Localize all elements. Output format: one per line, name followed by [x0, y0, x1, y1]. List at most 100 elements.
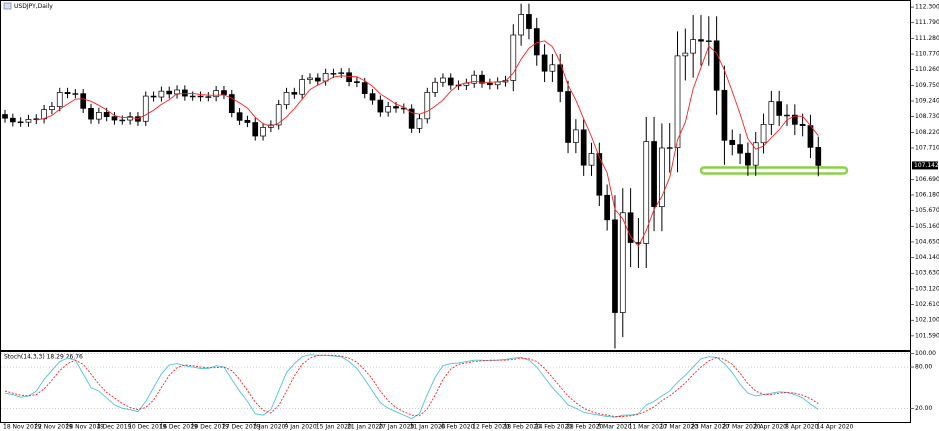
x-tick-label: 27 Dec 2019	[222, 424, 261, 431]
x-tick-label: 28 Nov 2019	[66, 424, 105, 431]
x-tick-label: 10 Dec 2019	[128, 424, 167, 431]
candle-body	[189, 95, 196, 98]
candle-body	[72, 93, 79, 95]
candle-body	[791, 114, 798, 125]
candle-body	[486, 82, 493, 86]
x-tick-label: 8 Apr 2020	[785, 424, 818, 431]
x-tick-label: 5 Mar 2020	[597, 424, 631, 431]
candle-body	[619, 212, 626, 313]
candle-body	[784, 114, 790, 117]
candle-body	[533, 28, 540, 56]
y-tick-label: 106.180	[915, 191, 939, 198]
x-tick-label: 6 Feb 2020	[441, 424, 475, 431]
candle-body	[80, 93, 87, 109]
x-tick-label: 17 Mar 2020	[660, 424, 698, 431]
candle-body	[682, 52, 689, 57]
stoch-line	[4, 354, 819, 420]
y-tick-label: 106.690	[915, 176, 939, 183]
candle-body	[768, 101, 775, 125]
y-tick-label: 110.770	[915, 51, 939, 58]
y-tick-label: 102.100	[915, 317, 939, 324]
candle-body	[95, 112, 102, 120]
candle-body	[494, 81, 501, 86]
candle-body	[580, 129, 587, 166]
x-tick-label: 20 Dec 2019	[191, 424, 230, 431]
candle-body	[518, 14, 524, 36]
x-tick-label: 15 Jan 2020	[316, 424, 352, 431]
candle-body	[776, 101, 783, 116]
chart-title: USDJPY,Daily	[14, 3, 53, 10]
candle-body	[596, 153, 603, 196]
candle-body	[737, 144, 743, 154]
x-tick-label: 31 Jan 2020	[410, 424, 446, 431]
candle-body	[111, 116, 118, 121]
candle-body	[549, 64, 556, 72]
candle-body	[666, 147, 673, 149]
y-tick-label: 105.670	[915, 207, 939, 214]
candle-body	[244, 120, 251, 123]
y-tick-label: 101.590	[915, 332, 939, 339]
candle-body	[424, 92, 431, 120]
stoch-line	[4, 354, 819, 417]
chart-icon	[3, 2, 12, 10]
candle-body	[56, 92, 63, 107]
candle-body	[745, 152, 751, 166]
y-tick-label: 103.630	[915, 270, 939, 277]
candle-body	[432, 81, 438, 93]
candle-body	[588, 153, 595, 166]
candle-body	[252, 122, 259, 137]
candle-body	[471, 74, 478, 84]
candle-body	[674, 55, 681, 149]
y-tick-label: 100.00	[915, 350, 936, 357]
current-price-label: 107.142	[914, 162, 939, 169]
candle-body	[228, 94, 235, 114]
candle-body	[721, 89, 728, 141]
y-tick-label: 105.160	[915, 223, 939, 230]
candle-body	[330, 73, 337, 75]
candle-body	[659, 147, 665, 207]
candle-body	[643, 141, 650, 244]
y-tick-label: 108.220	[915, 129, 939, 136]
main-panel	[0, 0, 911, 351]
candle-body	[440, 77, 446, 83]
y-tick-label: 111.280	[915, 35, 939, 42]
candle-body	[283, 92, 290, 106]
candle-body	[338, 72, 345, 74]
candle-body	[166, 90, 173, 95]
candle-body	[314, 77, 321, 82]
candle-body	[150, 95, 157, 98]
candle-body	[299, 79, 306, 95]
candle-body	[385, 106, 392, 113]
candle-body	[604, 194, 610, 221]
candle-body	[25, 119, 32, 123]
candle-body	[557, 64, 564, 92]
x-tick-label: 14 Apr 2020	[816, 424, 853, 431]
candle-body	[526, 14, 532, 29]
y-tick-label: 112.300	[915, 4, 939, 11]
candle-body	[627, 212, 634, 243]
candle-body	[807, 125, 814, 148]
candle-body	[213, 90, 219, 98]
support-highlight	[699, 166, 849, 175]
candle-body	[17, 121, 24, 124]
candle-body	[346, 72, 352, 83]
plot-layer: 112.300 111.790 111.280 110.770 110.260 109.7…	[1, 4, 939, 431]
candle-body	[158, 90, 165, 98]
y-tick-label: 109.750	[915, 82, 939, 89]
candle-body	[651, 141, 657, 207]
candle-body	[103, 112, 110, 118]
y-tick-label: 104.140	[915, 254, 939, 261]
x-tick-label: 24 Feb 2020	[535, 424, 573, 431]
candle-body	[510, 34, 517, 81]
candle-body	[565, 91, 571, 143]
y-tick-label: 103.120	[915, 285, 939, 292]
candle-body	[9, 117, 16, 123]
candle-body	[479, 74, 485, 84]
candle-body	[275, 104, 282, 126]
candle-body	[197, 95, 204, 98]
candle-body	[119, 119, 126, 122]
candle-body	[612, 219, 618, 313]
y-tick-label: 80.00	[915, 364, 932, 371]
y-tick-label: 108.730	[915, 113, 939, 120]
y-tick-label: 109.240	[915, 98, 939, 105]
